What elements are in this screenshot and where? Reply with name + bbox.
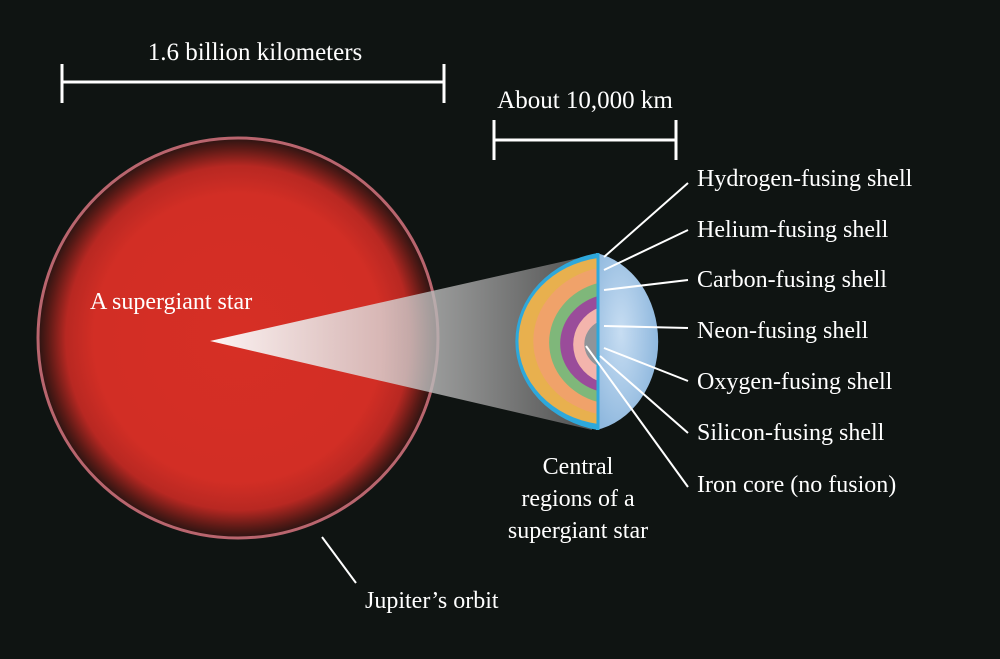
leader-hydrogen: [603, 182, 689, 258]
core-caption-line-1: Central: [543, 454, 614, 480]
orbit-label: Jupiter’s orbit: [365, 588, 499, 614]
core-caption: Central regions of a supergiant star: [508, 454, 648, 544]
star-scale-label: 1.6 billion kilometers: [148, 39, 363, 66]
label-carbon-shell: Carbon-fusing shell: [697, 267, 887, 293]
iron-core: [584, 322, 598, 366]
label-hydrogen-shell: Hydrogen-fusing shell: [697, 166, 913, 192]
leader-silicon: [599, 355, 689, 434]
leader-iron: [585, 345, 689, 488]
label-silicon-shell: Silicon-fusing shell: [697, 420, 885, 446]
cutaway-hemisphere: [596, 253, 659, 430]
layer-leader-lines: [585, 182, 689, 488]
star-label: A supergiant star: [90, 289, 252, 315]
core-cross-section: [515, 253, 659, 430]
leader-carbon: [603, 279, 689, 291]
layer-labels: Hydrogen-fusing shell Helium-fusing shel…: [697, 166, 913, 498]
core-caption-line-3: supergiant star: [508, 518, 648, 544]
label-neon-shell: Neon-fusing shell: [697, 318, 869, 344]
leader-neon: [603, 325, 689, 329]
orbit-leader-line: [321, 536, 357, 584]
label-oxygen-shell: Oxygen-fusing shell: [697, 369, 893, 395]
core-caption-line-2: regions of a: [521, 486, 635, 512]
core-scale-bar: [492, 120, 678, 160]
zoom-cone: [210, 255, 592, 430]
core-scale-label: About 10,000 km: [497, 87, 673, 114]
leader-helium: [603, 229, 689, 271]
leader-oxygen: [603, 347, 689, 382]
label-iron-core: Iron core (no fusion): [697, 472, 896, 498]
star-scale-bar: [60, 64, 446, 103]
label-helium-shell: Helium-fusing shell: [697, 217, 889, 243]
